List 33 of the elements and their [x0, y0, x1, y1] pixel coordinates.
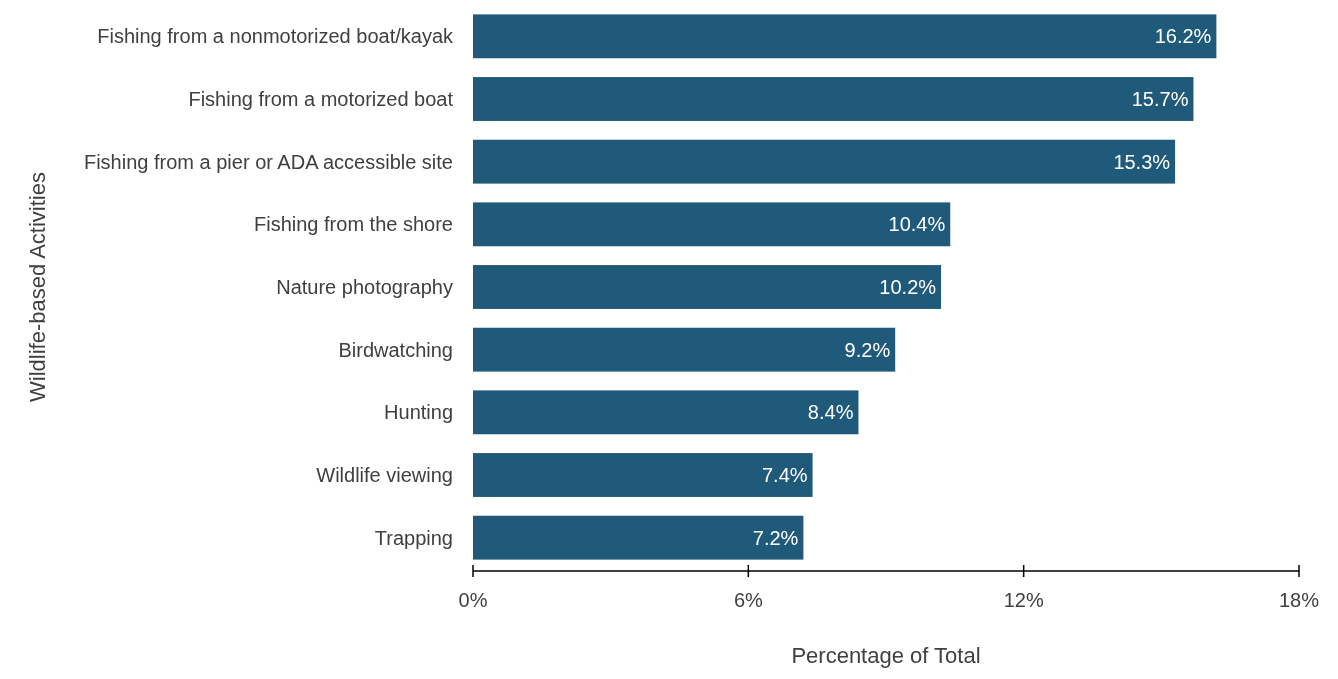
bar — [473, 390, 859, 435]
y-tick-label: Trapping — [374, 526, 453, 549]
y-tick-label: Hunting — [384, 401, 453, 424]
y-tick-label: Fishing from the shore — [254, 213, 453, 236]
bar — [473, 265, 942, 309]
data-label: 10.2% — [879, 276, 937, 298]
y-tick-label: Fishing from a motorized boat — [188, 88, 454, 110]
y-tick-label: Wildlife viewing — [316, 464, 453, 486]
data-label: 10.4% — [888, 213, 946, 236]
x-tick-label: 0% — [458, 589, 488, 611]
bar — [473, 453, 813, 497]
data-label: 7.2% — [752, 526, 799, 549]
x-tick-label: 18% — [1278, 589, 1320, 611]
y-tick-label: Fishing from a nonmotorized boat/kayak — [97, 25, 454, 48]
bar — [473, 14, 1217, 59]
x-tick-label: 12% — [1003, 589, 1044, 611]
data-label: 15.3% — [1113, 150, 1171, 173]
y-tick-label: Fishing from a pier or ADA accessible site — [83, 150, 453, 173]
bar — [473, 77, 1194, 121]
y-axis-title: Wildlife-based Activities — [25, 172, 50, 402]
data-label: 7.4% — [761, 464, 808, 486]
data-label: 16.2% — [1154, 25, 1212, 48]
bar — [473, 202, 951, 247]
data-label: 15.7% — [1131, 88, 1189, 110]
bar — [473, 139, 1176, 184]
bar — [473, 515, 804, 560]
y-tick-label: Nature photography — [276, 276, 453, 298]
x-tick-label: 6% — [733, 589, 763, 611]
x-axis-title: Percentage of Total — [791, 643, 981, 668]
data-label: 9.2% — [844, 338, 891, 361]
bar — [473, 327, 896, 372]
y-tick-label: Birdwatching — [338, 338, 453, 361]
data-label: 8.4% — [807, 401, 854, 424]
